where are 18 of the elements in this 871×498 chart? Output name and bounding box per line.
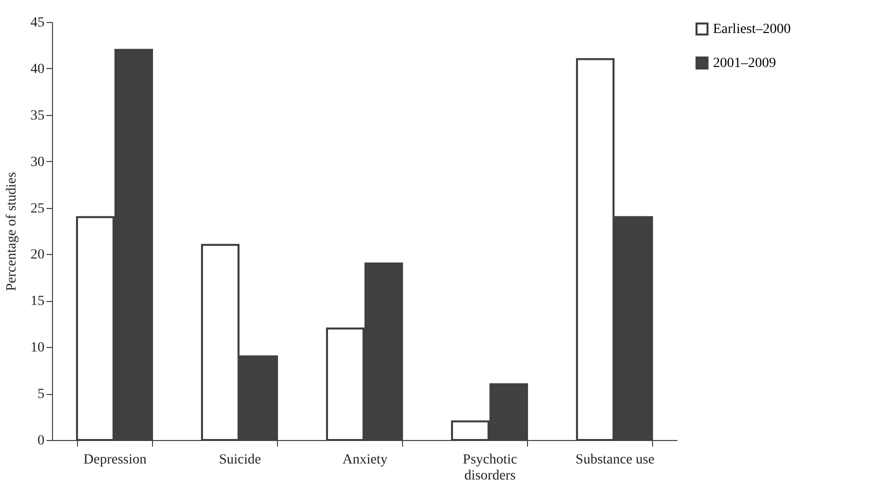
x-tick-label: Psychotic disorders	[462, 452, 518, 484]
y-tick-label: 15	[30, 294, 44, 310]
y-tick-label: 20	[30, 248, 44, 263]
y-tick-label: 35	[30, 108, 44, 124]
x-tick-label: Anxiety	[342, 452, 388, 468]
legend-label: Earliest–2000	[713, 22, 791, 37]
y-tick-label: 25	[30, 201, 44, 216]
y-tick-label: 40	[30, 62, 44, 77]
y-tick-label: 30	[30, 154, 44, 170]
y-axis-title: Percentage of studies	[4, 172, 20, 291]
x-tick-label: Depression	[84, 452, 146, 468]
legend-label: 2001–2009	[713, 56, 776, 71]
x-tick-label: Substance use	[576, 452, 654, 468]
x-tick-label: Suicide	[219, 452, 261, 468]
y-tick-label: 0	[38, 434, 44, 448]
y-tick-label: 5	[38, 387, 44, 402]
y-tick-label: 10	[30, 340, 44, 356]
y-tick-label: 45	[30, 16, 44, 30]
